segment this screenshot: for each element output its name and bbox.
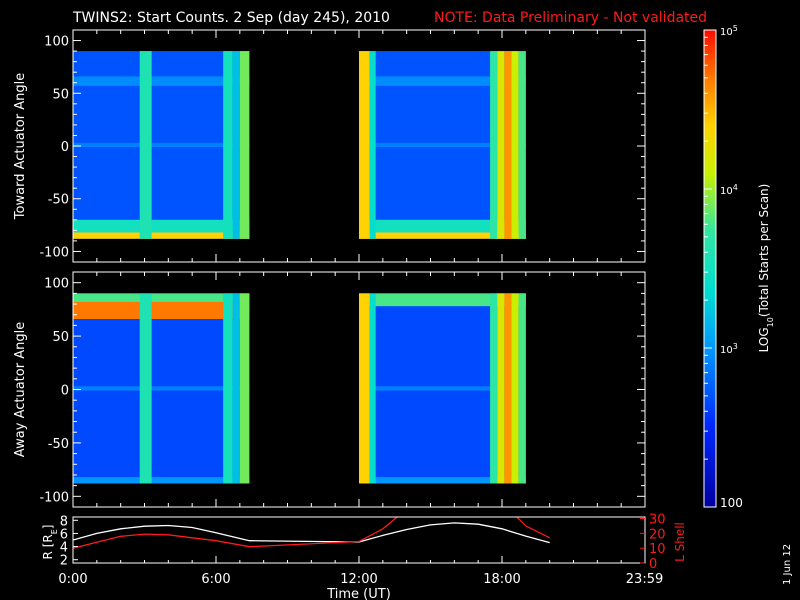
angle-band	[73, 477, 250, 484]
angle-band	[359, 477, 526, 484]
y-tick-label: -100	[39, 245, 69, 260]
time-band	[490, 293, 498, 484]
y-tick-label: -50	[48, 193, 69, 208]
y-tick-label: -50	[48, 437, 69, 452]
y-tick-label: 100	[44, 35, 69, 50]
time-band	[497, 51, 505, 239]
y-tick-label: 50	[52, 87, 69, 102]
time-band	[359, 293, 370, 484]
time-band	[490, 51, 498, 239]
x-tick-label: 12:00	[340, 572, 377, 587]
left-tick-label: 4	[60, 541, 68, 556]
left-tick-label: 8	[60, 514, 68, 529]
angle-band	[73, 386, 250, 391]
colorbar-tick-label: 103	[720, 342, 738, 357]
y-axis-label: Away Actuator Angle	[13, 322, 28, 457]
time-band	[511, 51, 519, 239]
y-tick-label: 100	[44, 277, 69, 292]
time-band	[232, 293, 240, 484]
away-angle-panel: 100 50 0 -50 -100 Away Actuator Angle	[13, 271, 646, 508]
angle-band	[359, 293, 526, 307]
angle-band	[359, 386, 526, 391]
angle-band	[359, 76, 526, 86]
angle-band	[73, 76, 250, 86]
y-axis-label: Toward Actuator Angle	[13, 73, 28, 220]
colorbar-tick-label: 100	[720, 496, 743, 510]
time-band	[497, 293, 505, 484]
colorbar-tick-label: 104	[720, 183, 738, 198]
time-band	[511, 293, 519, 484]
left-tick-label: 2	[60, 554, 68, 569]
colorbar-label: LOG10(Total Starts per Scan)	[757, 184, 775, 353]
time-band	[239, 293, 250, 484]
colorbar: LOG10(Total Starts per Scan) 105 104 103 10…	[703, 24, 775, 510]
time-band	[504, 293, 512, 484]
angle-band	[73, 142, 250, 148]
y-tick-label: 0	[61, 140, 69, 155]
right-tick-label: 30	[649, 512, 666, 527]
time-band	[223, 51, 233, 239]
toward-angle-panel: 100 50 0 -50 -100 Toward Actuator Angle	[13, 29, 646, 263]
left-tick-label: 6	[60, 527, 68, 542]
date-stamp: 1 Jun 12	[782, 544, 793, 585]
time-band	[232, 51, 240, 239]
page-title: TWINS2: Start Counts. 2 Sep (day 245), 2…	[72, 10, 390, 26]
right-tick-label: 10	[649, 542, 666, 557]
time-band	[504, 51, 512, 239]
time-band	[139, 51, 152, 239]
y-tick-label: 50	[52, 330, 69, 345]
y-tick-label: -100	[39, 490, 69, 505]
x-tick-label: 0:00	[58, 572, 87, 587]
time-band	[359, 51, 370, 239]
enhanced-band	[73, 301, 250, 319]
angle-band	[359, 142, 526, 148]
angle-band	[359, 219, 526, 233]
time-band	[239, 51, 250, 239]
time-band	[369, 293, 376, 484]
time-band	[223, 293, 233, 484]
right-tick-label: 20	[649, 527, 666, 542]
time-band	[139, 293, 152, 484]
right-tick-label: 0	[649, 557, 657, 572]
x-tick-label: 6:00	[201, 572, 230, 587]
preliminary-note: NOTE: Data Preliminary - Not validated	[434, 10, 707, 26]
x-axis-label: Time (UT)	[326, 587, 391, 600]
time-band	[518, 51, 526, 239]
angle-band	[73, 232, 250, 239]
l-shell-line	[73, 517, 550, 549]
x-tick-label: 23:59	[626, 572, 663, 587]
colorbar-scale	[703, 29, 717, 508]
y-tick-label: 0	[61, 384, 69, 399]
r-distance-line	[73, 522, 550, 544]
left-axis-label: R [RE]	[41, 525, 59, 560]
time-band	[369, 51, 376, 239]
right-axis-label: L Shell	[673, 522, 687, 562]
time-band	[518, 293, 526, 484]
colorbar-tick-label: 105	[720, 24, 738, 39]
x-tick-label: 18:00	[483, 572, 520, 587]
angle-band	[73, 219, 250, 233]
angle-band	[359, 232, 526, 239]
